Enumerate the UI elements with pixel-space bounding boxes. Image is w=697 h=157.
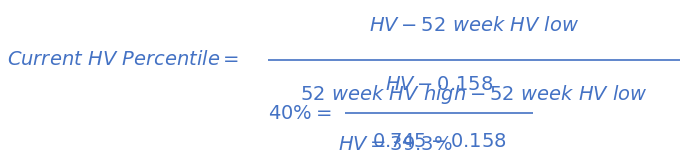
Text: $\mathit{40\%} =$: $\mathit{40\%} =$ <box>268 103 331 123</box>
Text: $\mathit{52\ week\ HV\ high} - \mathit{52\ week\ HV\ low}$: $\mathit{52\ week\ HV\ high} - \mathit{5… <box>300 83 648 106</box>
Text: $\mathit{Current\ HV\ Percentile} =$: $\mathit{Current\ HV\ Percentile} =$ <box>7 50 239 69</box>
Text: $\mathit{HV} - \mathit{0.158}$: $\mathit{HV} - \mathit{0.158}$ <box>385 75 493 94</box>
Text: $\mathit{0.745} - \mathit{0.158}$: $\mathit{0.745} - \mathit{0.158}$ <box>372 132 507 151</box>
Text: $\mathit{HV} = \mathit{39.3\%}$: $\mathit{HV} = \mathit{39.3\%}$ <box>338 135 453 154</box>
Text: $\mathit{HV} - \mathit{52\ week\ HV\ low}$: $\mathit{HV} - \mathit{52\ week\ HV\ low… <box>369 16 579 35</box>
